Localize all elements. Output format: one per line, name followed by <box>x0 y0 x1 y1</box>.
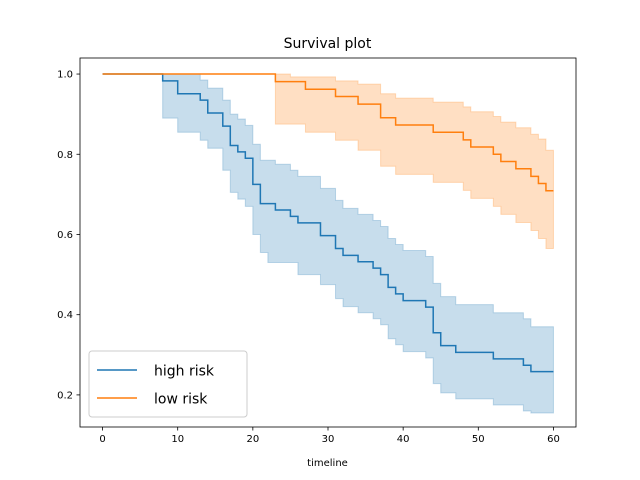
high-risk-confidence-band <box>102 73 554 414</box>
x-axis-label: timeline <box>307 458 348 469</box>
y-tick-label: 0.8 <box>57 150 73 161</box>
y-tick-label: 1.0 <box>57 70 73 81</box>
y-tick-label: 0.2 <box>57 390 73 401</box>
survival-lines <box>102 73 554 373</box>
legend-box <box>88 350 248 418</box>
y-tick-label: 0.4 <box>57 310 73 321</box>
x-tick-label: 20 <box>246 434 259 445</box>
x-tick-label: 10 <box>171 434 184 445</box>
low-risk-survival-line <box>102 73 554 192</box>
high-risk-survival-line <box>102 73 554 373</box>
y-tick-label: 0.6 <box>57 230 73 241</box>
x-tick-label: 60 <box>547 434 560 445</box>
x-tick-label: 30 <box>322 434 335 445</box>
chart-title: Survival plot <box>284 36 372 52</box>
legend: high risk low risk <box>88 350 248 418</box>
low-risk-confidence-band <box>102 73 554 250</box>
y-axis-ticks: 0.2 0.4 0.6 0.8 1.0 <box>57 70 80 401</box>
x-tick-label: 50 <box>472 434 485 445</box>
legend-label-low-risk: low risk <box>154 392 208 408</box>
x-tick-label: 40 <box>397 434 410 445</box>
confidence-bands <box>102 73 554 414</box>
x-tick-label: 0 <box>99 434 105 445</box>
x-axis-ticks: 0 10 20 30 40 50 60 <box>99 427 560 445</box>
legend-label-high-risk: high risk <box>154 364 215 380</box>
